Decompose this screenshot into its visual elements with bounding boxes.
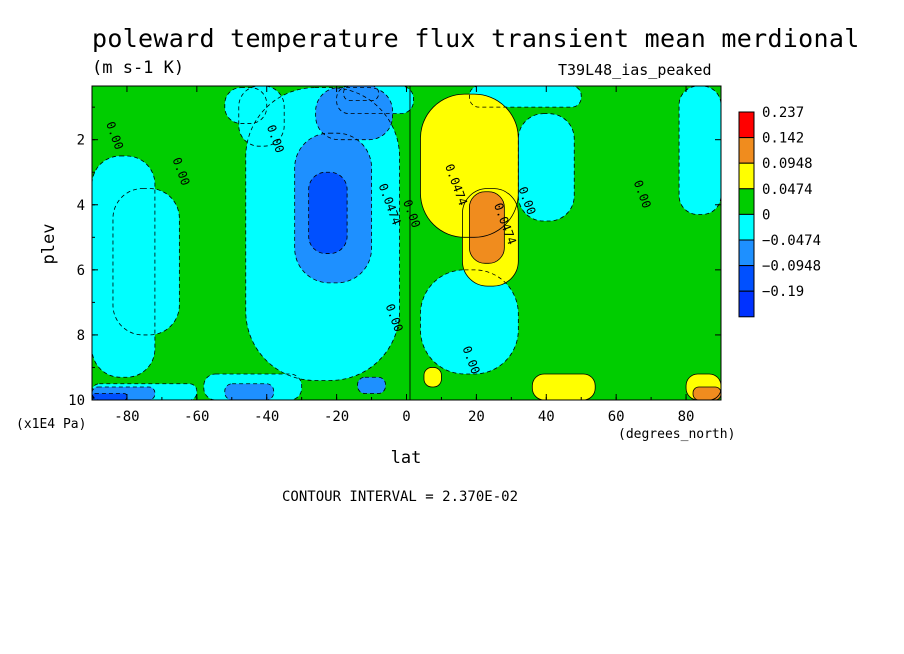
colorbar-label: −0.0948: [762, 259, 821, 275]
contour-line: [462, 188, 519, 287]
contour-interval-label: CONTOUR INTERVAL = 2.370E-02: [282, 489, 519, 505]
y-axis-units: (x1E4 Pa): [16, 417, 86, 432]
contour-region: [92, 393, 127, 400]
dataset-label: T39L48_ias_peaked: [558, 61, 712, 79]
x-axis-units: (degrees_north): [618, 427, 735, 442]
contour-line: [92, 393, 128, 400]
contour-region: [224, 383, 274, 400]
contour-region: [423, 367, 442, 387]
x-axis-ticks: -80 -60 -40 -20 0 20 40 60 80: [91, 86, 722, 425]
colorbar-label: 0: [762, 207, 770, 223]
contour-region: [532, 373, 596, 400]
contour-line: [112, 188, 180, 336]
y-axis-ticks: 2 4 6 8 10: [68, 106, 721, 409]
chart-units: (m s-1 K): [92, 58, 185, 78]
contour-lines: [92, 86, 721, 400]
y-tick-label: 10: [68, 393, 85, 409]
contour-line: [517, 113, 575, 222]
contour-line: [224, 383, 275, 400]
contour-region: [92, 86, 721, 400]
colorbar-swatch: [738, 137, 755, 164]
contour-line: [357, 376, 386, 394]
x-tick-label: 80: [678, 409, 695, 425]
colorbar: 0.237 0.142 0.0948 0.0474 0 −0.0474 −0.0948 −0.…: [738, 105, 821, 318]
contour-line: [308, 171, 348, 254]
contour-region: [343, 86, 379, 101]
y-tick-label: 2: [77, 133, 85, 149]
colorbar-label: −0.19: [762, 284, 804, 300]
x-tick-label: 0: [402, 409, 410, 425]
colorbar-swatch: [738, 239, 755, 267]
colorbar-label: 0.142: [762, 131, 804, 147]
contour-region: [469, 191, 505, 264]
contour-region: [308, 172, 348, 254]
colorbar-swatch: [738, 111, 755, 139]
colorbar-swatch: [738, 290, 755, 318]
contour-region: [693, 386, 721, 400]
contour-region: [357, 377, 386, 394]
contour-region: [112, 188, 180, 335]
contour-line: [238, 86, 285, 147]
x-tick-label: 40: [538, 409, 555, 425]
chart-title: poleward temperature flux transient mean…: [92, 24, 860, 53]
contour-line: [423, 367, 442, 388]
colorbar-swatch: [738, 265, 755, 292]
contour-line: [468, 191, 505, 264]
x-tick-label: -40: [254, 409, 279, 425]
colorbar-label: −0.0474: [762, 233, 821, 249]
x-tick-label: -20: [324, 409, 349, 425]
colorbar-swatch: [738, 162, 755, 190]
colorbar-label: 0.0948: [762, 156, 813, 172]
contour-line: [92, 155, 156, 378]
contour-line: [224, 87, 268, 124]
x-tick-label: 20: [468, 409, 485, 425]
contour-line: [315, 87, 393, 141]
x-axis-label: lat: [391, 448, 422, 468]
contour-region: [679, 86, 721, 215]
contour-line: [469, 86, 582, 108]
colorbar-label: 0.0474: [762, 182, 813, 198]
x-tick-label: -80: [114, 409, 139, 425]
y-tick-label: 8: [77, 328, 85, 344]
contour-region: [518, 113, 575, 222]
x-tick-label: 60: [608, 409, 625, 425]
colorbar-swatch: [738, 213, 755, 241]
y-tick-label: 6: [77, 263, 85, 279]
contour-line: [92, 383, 198, 400]
colorbar-label: 0.237: [762, 105, 804, 121]
contour-line: [245, 87, 400, 381]
y-tick-label: 4: [77, 198, 85, 214]
filled-contour-regions: [92, 86, 721, 400]
contour-line: [294, 132, 372, 284]
x-tick-label: -60: [184, 409, 209, 425]
y-axis-label: plev: [39, 224, 59, 265]
contour-line: [420, 269, 519, 375]
contour-line: [336, 86, 414, 115]
colorbar-swatch: [738, 188, 755, 215]
contour-region: [420, 269, 519, 374]
